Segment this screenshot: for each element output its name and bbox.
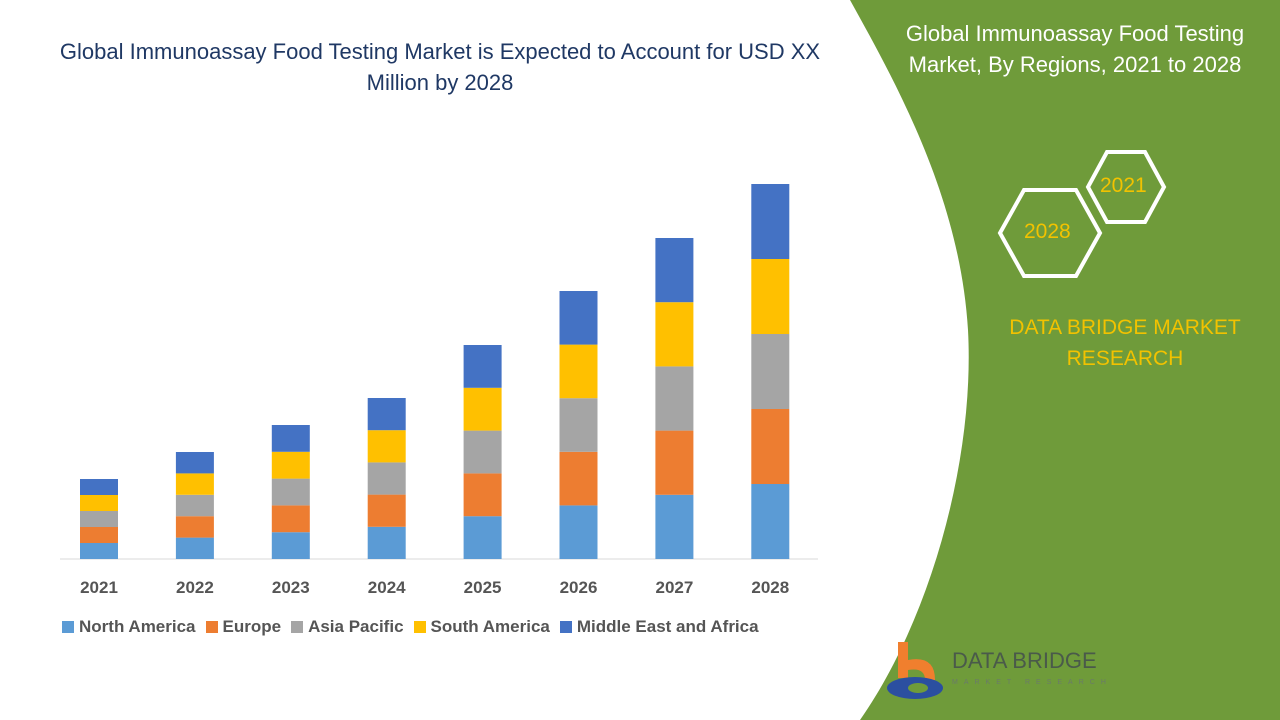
- x-tick-2026: 2026: [560, 578, 598, 597]
- brand-text: DATA BRIDGE MARKET RESEARCH: [1009, 316, 1241, 370]
- legend-swatch: [559, 621, 572, 633]
- bar-2021-asia-pacific: [80, 511, 118, 527]
- legend-label: Asia Pacific: [308, 617, 404, 636]
- x-tick-2025: 2025: [464, 578, 502, 597]
- bar-2021-europe: [80, 527, 118, 543]
- x-tick-2023: 2023: [272, 578, 310, 597]
- legend-label: Europe: [222, 617, 282, 636]
- bar-2025-europe: [463, 473, 502, 517]
- legend-item: Asia Pacific: [291, 617, 404, 637]
- x-tick-2022: 2022: [176, 578, 214, 597]
- legend-label: South America: [430, 617, 550, 636]
- bar-2021-south-america: [80, 495, 118, 511]
- green-panel: [850, 0, 1280, 720]
- legend-swatch: [291, 621, 304, 633]
- bar-2025-asia-pacific: [463, 430, 502, 474]
- legend-item: South America: [413, 617, 550, 637]
- bar-2028-north-america: [751, 484, 790, 559]
- bar-2028-middle-east-and-africa: [751, 184, 790, 259]
- x-tick-2024: 2024: [368, 578, 406, 597]
- bar-2024-south-america: [367, 430, 406, 463]
- bar-2027-north-america: [655, 494, 694, 559]
- legend-item: North America: [62, 617, 196, 637]
- bar-2023-north-america: [271, 532, 310, 559]
- hexagon-icons: [997, 150, 1167, 278]
- bar-2022-asia-pacific: [175, 494, 214, 517]
- bars: [80, 184, 790, 559]
- legend: North America Europe Asia Pacific South Ame…: [62, 617, 759, 637]
- legend-swatch: [205, 621, 218, 633]
- bar-2024-europe: [367, 494, 406, 527]
- bar-2023-asia-pacific: [271, 478, 310, 506]
- bar-2028-europe: [751, 409, 790, 484]
- legend-swatch: [413, 621, 426, 633]
- bar-2025-north-america: [463, 516, 502, 559]
- bar-2021-north-america: [80, 543, 118, 559]
- logo-icon: [887, 642, 943, 699]
- logo-name: DATA BRIDGE: [952, 648, 1097, 673]
- legend-label: Middle East and Africa: [576, 617, 759, 636]
- bar-2026-asia-pacific: [559, 398, 598, 452]
- bar-2022-north-america: [175, 537, 214, 559]
- bar-2024-north-america: [367, 526, 406, 559]
- bar-2022-europe: [175, 516, 214, 538]
- legend-item: Middle East and Africa: [559, 617, 759, 637]
- hex-label-2021: 2021: [1100, 174, 1147, 197]
- bar-2023-europe: [271, 505, 310, 533]
- hex-label-2028: 2028: [1024, 220, 1071, 243]
- legend-label: North America: [79, 617, 196, 636]
- x-tick-labels: 2021 2022 2023 2024 2025 2026 2027 2028: [80, 578, 789, 597]
- bar-2027-asia-pacific: [655, 366, 694, 431]
- bar-2025-middle-east-and-africa: [463, 345, 502, 388]
- bar-2024-asia-pacific: [367, 462, 406, 495]
- bar-2026-north-america: [559, 505, 598, 559]
- logo-sub: MARKET RESEARCH: [952, 679, 1112, 686]
- bar-2024-middle-east-and-africa: [367, 398, 406, 431]
- bar-2028-asia-pacific: [751, 334, 790, 409]
- bar-2026-europe: [559, 451, 598, 506]
- bar-2027-middle-east-and-africa: [655, 238, 694, 303]
- panel-title: Global Immunoassay Food Testing Market, …: [905, 21, 1245, 77]
- bar-2028-south-america: [751, 259, 790, 334]
- legend-item: Europe: [205, 617, 282, 637]
- bar-2022-south-america: [175, 473, 214, 495]
- bar-2023-south-america: [271, 451, 310, 479]
- bar-2022-middle-east-and-africa: [175, 452, 214, 474]
- bar-2025-south-america: [463, 387, 502, 431]
- x-tick-2021: 2021: [80, 578, 118, 597]
- legend-swatch: [62, 621, 74, 633]
- bar-2023-middle-east-and-africa: [271, 425, 310, 452]
- bar-2026-middle-east-and-africa: [559, 291, 598, 345]
- x-tick-2028: 2028: [751, 578, 789, 597]
- chart-title: Global Immunoassay Food Testing Market i…: [59, 39, 821, 95]
- x-tick-2027: 2027: [655, 578, 693, 597]
- bar-2027-south-america: [655, 302, 694, 367]
- bar-2027-europe: [655, 430, 694, 495]
- bar-2026-south-america: [559, 344, 598, 399]
- bar-2021-middle-east-and-africa: [80, 479, 118, 495]
